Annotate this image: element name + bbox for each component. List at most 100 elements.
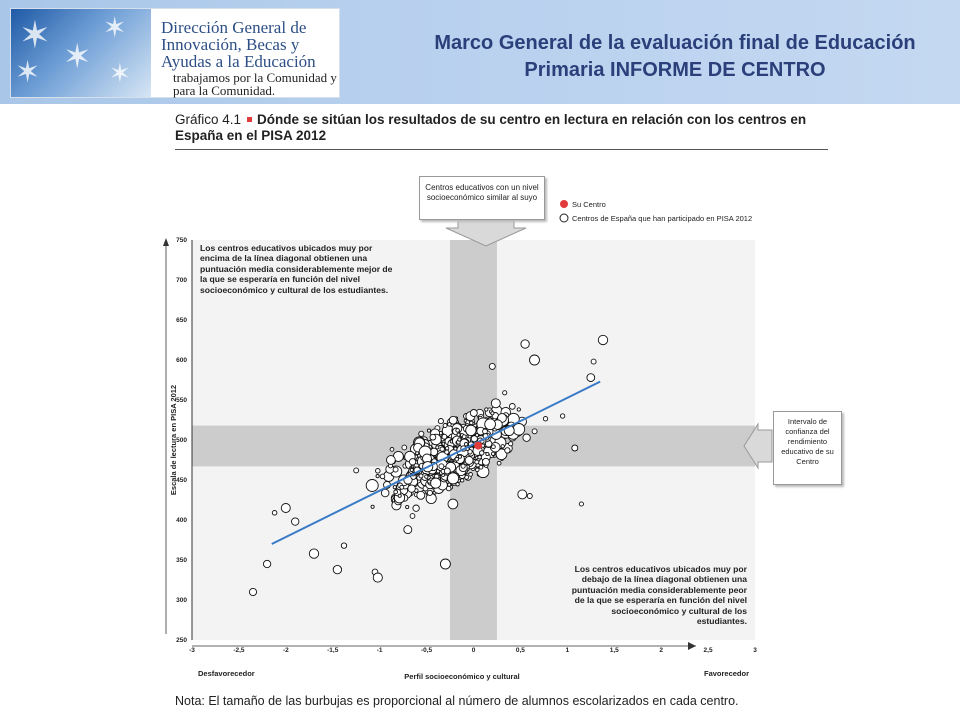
- school-bubble: [405, 504, 410, 510]
- logo-tagline: trabajamos por la Comunidad y para la Co…: [173, 70, 337, 98]
- school-bubble: [508, 441, 514, 447]
- logo: ✶ ✶ ✶ ✶ ✶ Dirección General de Innovació…: [10, 8, 340, 98]
- school-bubble: [448, 415, 458, 425]
- school-bubble: [512, 423, 526, 436]
- school-bubble: [461, 434, 467, 439]
- school-bubble: [399, 484, 405, 490]
- school-bubble: [454, 456, 460, 462]
- x-tick-label: -1: [377, 647, 383, 654]
- callout-top: Centros educativos con un nivel socioeco…: [419, 176, 545, 220]
- school-bubble: [490, 398, 501, 409]
- school-bubble: [586, 373, 596, 382]
- y-tick-label: 700: [176, 277, 187, 284]
- school-bubble: [529, 354, 540, 366]
- school-bubble: [447, 422, 452, 427]
- figure-number: Gráfico 4.1: [175, 112, 242, 127]
- x-tick-label: -0,5: [421, 647, 433, 654]
- y-tick-label: 400: [176, 517, 187, 524]
- school-bubble: [412, 504, 420, 512]
- your-center-point: [474, 441, 483, 450]
- legend-schools-icon: [559, 213, 569, 223]
- text-upper-left: Los centros educativos ubicados muy por …: [200, 243, 393, 295]
- school-bubble: [485, 451, 490, 457]
- school-bubble: [379, 473, 386, 480]
- school-bubble: [442, 423, 448, 428]
- school-bubble: [578, 501, 584, 507]
- school-bubble: [445, 485, 452, 492]
- school-bubble: [365, 479, 379, 492]
- x-tick-label: 3: [753, 647, 757, 654]
- school-bubble: [435, 445, 440, 450]
- figure-bullet-icon: [247, 116, 253, 122]
- school-bubble: [571, 444, 579, 452]
- school-bubble: [522, 433, 531, 442]
- school-bubble: [393, 489, 399, 495]
- school-bubble: [520, 339, 530, 349]
- school-bubble: [531, 428, 538, 435]
- school-bubble: [508, 403, 516, 410]
- school-bubble: [488, 362, 496, 370]
- school-bubble: [418, 473, 424, 479]
- school-bubble: [426, 489, 433, 496]
- y-tick-label: 250: [176, 637, 187, 644]
- school-bubble: [455, 428, 460, 433]
- school-bubble: [500, 444, 505, 449]
- school-bubble: [502, 390, 508, 396]
- legend-your-center-icon: [560, 200, 568, 208]
- school-bubble: [444, 446, 450, 451]
- school-bubble: [407, 484, 416, 493]
- school-bubble: [470, 435, 478, 443]
- school-bubble: [262, 559, 272, 569]
- school-bubble: [517, 489, 528, 500]
- school-bubble: [490, 411, 495, 416]
- axes: [191, 240, 696, 647]
- school-bubble: [409, 513, 416, 519]
- school-bubble: [469, 409, 478, 417]
- y-tick-label: 450: [176, 477, 187, 484]
- school-bubble: [389, 447, 395, 452]
- y-tick-label: 550: [176, 397, 187, 404]
- school-bubble: [401, 444, 408, 451]
- x-tick-label: 1: [566, 647, 570, 654]
- school-bubble: [380, 488, 390, 498]
- school-bubble: [340, 542, 348, 549]
- school-bubble: [424, 474, 429, 479]
- school-bubble: [460, 478, 465, 483]
- x-tick-label: -1,5: [327, 647, 339, 654]
- school-bubble: [463, 442, 469, 447]
- y-tick-label: 650: [176, 317, 187, 324]
- school-bubble: [455, 482, 460, 487]
- school-bubble: [437, 418, 444, 425]
- school-bubble: [481, 457, 490, 466]
- school-bubble: [467, 449, 473, 455]
- school-bubble: [475, 467, 480, 473]
- y-tick-label: 750: [176, 237, 187, 244]
- school-bubble: [426, 428, 432, 433]
- school-bubble: [416, 490, 426, 500]
- school-bubble: [465, 424, 477, 437]
- y-tick-labels: 250 300 350 400 450 500 550 600 650 700 750: [176, 237, 187, 644]
- text-lower-right: Los centros educativos ubicados muy por …: [571, 564, 747, 627]
- school-bubble: [484, 418, 496, 431]
- school-bubble: [495, 448, 508, 461]
- x-tick-label: 0: [472, 647, 476, 654]
- school-bubble: [392, 485, 397, 490]
- y-tick-label: 350: [176, 557, 187, 564]
- data-points: [248, 334, 609, 597]
- x-tick-label: -2,5: [233, 647, 245, 654]
- school-bubble: [308, 548, 320, 559]
- school-bubble: [468, 472, 473, 477]
- school-bubble: [444, 449, 450, 455]
- school-bubble: [490, 451, 496, 456]
- x-axis-label: Perfil socioeconómico y cultural: [404, 672, 519, 681]
- school-bubble: [438, 463, 445, 470]
- school-bubble: [504, 447, 511, 454]
- school-bubble: [271, 510, 278, 516]
- school-bubble: [332, 564, 343, 575]
- figure-title: Dónde se sitúan los resultados de su cen…: [175, 112, 807, 143]
- school-bubble: [375, 468, 381, 474]
- school-bubble: [375, 474, 380, 479]
- school-bubble: [403, 525, 413, 535]
- school-bubble: [478, 464, 484, 470]
- x-tick-label: 1,5: [610, 647, 619, 654]
